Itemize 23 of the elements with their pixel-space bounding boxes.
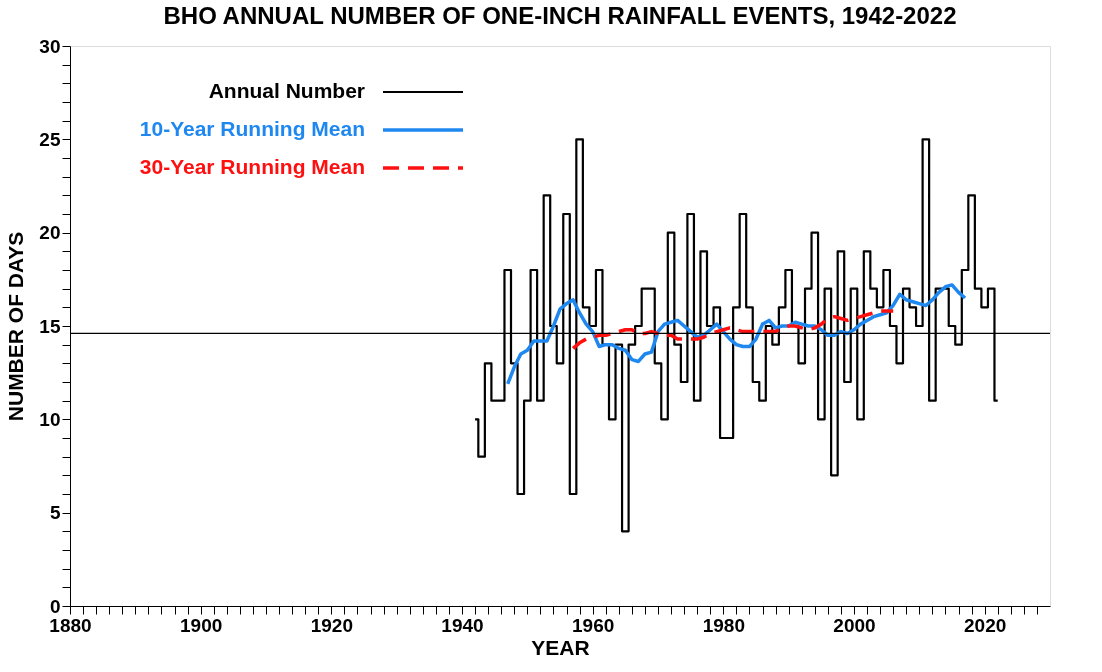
x-tick-label: 2020	[964, 614, 1007, 636]
y-tick-label: 30	[39, 35, 61, 57]
legend-label: Annual Number	[208, 79, 365, 102]
y-tick-label: 25	[39, 128, 61, 150]
y-tick-label: 0	[49, 595, 61, 617]
x-tick-label: 1920	[310, 614, 353, 636]
y-tick-label: 20	[39, 222, 61, 244]
y-tick-label: 5	[49, 502, 61, 524]
x-tick-label: 1900	[180, 614, 223, 636]
line-series	[571, 309, 895, 351]
legend-label: 10-Year Running Mean	[139, 117, 365, 140]
y-axis-title: NUMBER OF DAYS	[4, 231, 28, 422]
x-tick-label: 1980	[702, 614, 745, 636]
x-tick-label: 1880	[49, 614, 92, 636]
y-tick-label: 10	[39, 408, 61, 430]
x-tick-label: 1940	[441, 614, 484, 636]
legend-label: 30-Year Running Mean	[139, 155, 365, 178]
x-tick-label: 2000	[833, 614, 876, 636]
x-tick-label: 1960	[572, 614, 615, 636]
line-series	[505, 283, 967, 386]
y-tick-label: 15	[39, 315, 61, 337]
chart-title: BHO ANNUAL NUMBER OF ONE-INCH RAINFALL EVENTS, 1942-2022	[163, 2, 957, 29]
x-axis-title: YEAR	[531, 635, 590, 659]
